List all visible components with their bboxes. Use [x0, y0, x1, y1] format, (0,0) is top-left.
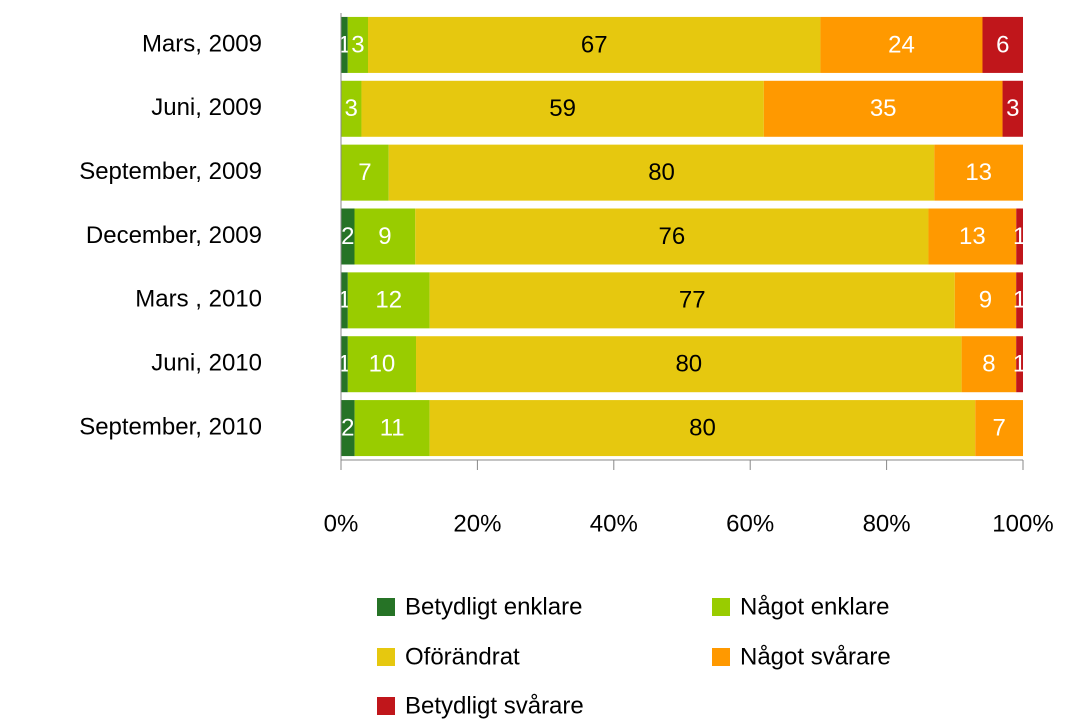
data-label: 67: [581, 31, 608, 58]
data-label: 24: [888, 31, 915, 58]
bar-segment: [347, 16, 369, 73]
bar-segment: [928, 208, 1017, 265]
data-label: 8: [982, 351, 995, 378]
bar-segment: [416, 336, 962, 393]
bar-segment: [954, 272, 1017, 329]
legend-swatch: [377, 648, 395, 666]
y-tick-label: December, 2009: [86, 222, 262, 249]
legend-label: Något svårare: [740, 643, 891, 670]
legend-label: Betydligt enklare: [405, 593, 582, 620]
data-label: 3: [351, 31, 364, 58]
data-label: 3: [345, 95, 358, 122]
bar-segment: [1002, 80, 1023, 137]
y-tick-label: Mars, 2009: [142, 30, 262, 57]
legend-swatch: [377, 697, 395, 715]
data-label: 59: [549, 95, 576, 122]
bar-segment: [388, 144, 935, 201]
legend-swatch: [712, 648, 730, 666]
bar-segment: [341, 336, 348, 393]
x-tick-label: 40%: [590, 510, 638, 537]
bar-segment: [368, 16, 821, 73]
data-label: 12: [375, 287, 402, 314]
data-label: 10: [369, 351, 396, 378]
bar-segment: [347, 272, 430, 329]
data-label: 7: [358, 159, 371, 186]
bar-segment: [820, 16, 983, 73]
bar-segment: [429, 400, 976, 457]
data-label: 80: [689, 414, 716, 441]
data-label: 76: [659, 223, 686, 250]
data-label: 11: [380, 414, 405, 441]
bar-segment: [347, 336, 417, 393]
data-label: 1: [1013, 351, 1026, 378]
bar-segment: [763, 80, 1003, 137]
data-label: 13: [959, 223, 986, 250]
x-tick-label: 80%: [863, 510, 911, 537]
data-label: 6: [996, 31, 1009, 58]
legend-label: Betydligt svårare: [405, 692, 584, 719]
bar-segment: [1016, 336, 1023, 393]
bar-segment: [341, 16, 348, 73]
bar-segment: [1016, 272, 1023, 329]
y-tick-label: Mars , 2010: [135, 286, 262, 313]
data-label: 2: [341, 223, 354, 250]
data-label: 35: [870, 95, 897, 122]
bar-segment: [934, 144, 1023, 201]
data-label: 1: [1013, 287, 1026, 314]
bar-segment: [341, 80, 362, 137]
data-label: 80: [675, 351, 702, 378]
bar-segment: [982, 16, 1023, 73]
bar-segment: [341, 144, 389, 201]
bar-segment: [341, 208, 355, 265]
data-label: 9: [979, 287, 992, 314]
bar-segment: [961, 336, 1017, 393]
legend-label: Något enklare: [740, 593, 889, 620]
data-label: 13: [965, 159, 992, 186]
y-tick-label: Juni, 2009: [151, 94, 262, 121]
y-tick-label: September, 2010: [79, 413, 262, 440]
data-label: 80: [648, 159, 675, 186]
data-label: 2: [341, 414, 354, 441]
data-label: 77: [679, 287, 706, 314]
bar-segment: [341, 400, 355, 457]
x-tick-label: 60%: [726, 510, 774, 537]
data-label: 9: [378, 223, 391, 250]
bar-segment: [975, 400, 1023, 457]
legend-swatch: [377, 598, 395, 616]
bar-segment: [1016, 208, 1023, 265]
legend-label: Oförändrat: [405, 643, 520, 670]
x-tick-label: 20%: [453, 510, 501, 537]
x-tick-label: 100%: [992, 510, 1053, 537]
bar-segment: [415, 208, 929, 265]
x-tick-label: 0%: [324, 510, 359, 537]
data-label: 1: [1013, 223, 1026, 250]
bar-segment: [341, 272, 348, 329]
bar-segment: [361, 80, 764, 137]
bar-segment: [354, 208, 416, 265]
bar-segment: [429, 272, 955, 329]
legend-swatch: [712, 598, 730, 616]
data-label: 3: [1006, 95, 1019, 122]
y-tick-label: September, 2009: [79, 158, 262, 185]
data-label: 7: [992, 414, 1005, 441]
bar-segment: [354, 400, 430, 457]
y-tick-label: Juni, 2010: [151, 350, 262, 377]
